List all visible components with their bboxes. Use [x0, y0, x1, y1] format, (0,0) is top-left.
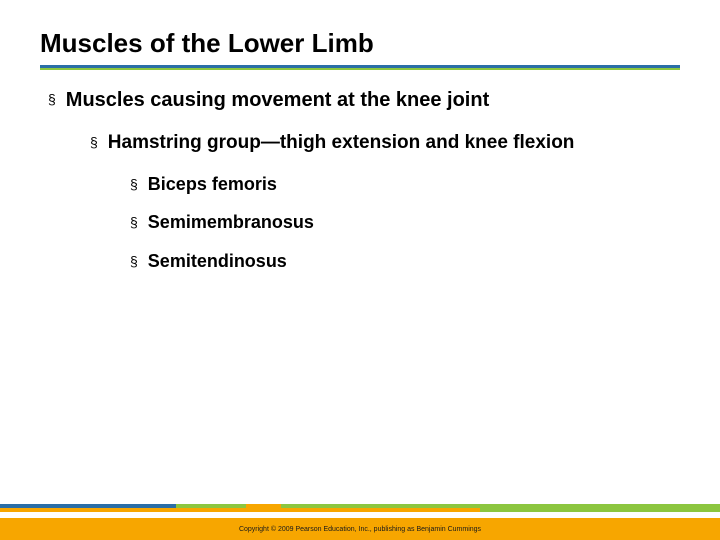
square-bullet-icon: § — [130, 253, 138, 273]
content-area: § Muscles causing movement at the knee j… — [0, 68, 720, 272]
square-bullet-icon: § — [130, 214, 138, 234]
bullet-level-3: § Semitendinosus — [130, 250, 680, 273]
bullet-text: Semitendinosus — [148, 250, 287, 273]
square-bullet-icon: § — [48, 91, 56, 113]
footer-stripe — [0, 504, 720, 512]
bullet-text: Biceps femoris — [148, 173, 277, 196]
bullet-text: Semimembranosus — [148, 211, 314, 234]
bullet-level-2: § Hamstring group—thigh extension and kn… — [90, 131, 680, 155]
copyright-text: Copyright © 2009 Pearson Education, Inc.… — [239, 526, 481, 533]
copyright-band: Copyright © 2009 Pearson Education, Inc.… — [0, 518, 720, 540]
bullet-level-3: § Biceps femoris — [130, 173, 680, 196]
slide-title: Muscles of the Lower Limb — [40, 28, 680, 65]
bullet-text: Hamstring group—thigh extension and knee… — [108, 131, 575, 155]
bullet-level-1: § Muscles causing movement at the knee j… — [48, 88, 680, 113]
bullet-text: Muscles causing movement at the knee joi… — [66, 88, 489, 113]
square-bullet-icon: § — [130, 176, 138, 196]
bullet-level-3: § Semimembranosus — [130, 211, 680, 234]
square-bullet-icon: § — [90, 134, 98, 155]
title-block: Muscles of the Lower Limb — [0, 28, 720, 68]
slide: Muscles of the Lower Limb § Muscles caus… — [0, 0, 720, 540]
